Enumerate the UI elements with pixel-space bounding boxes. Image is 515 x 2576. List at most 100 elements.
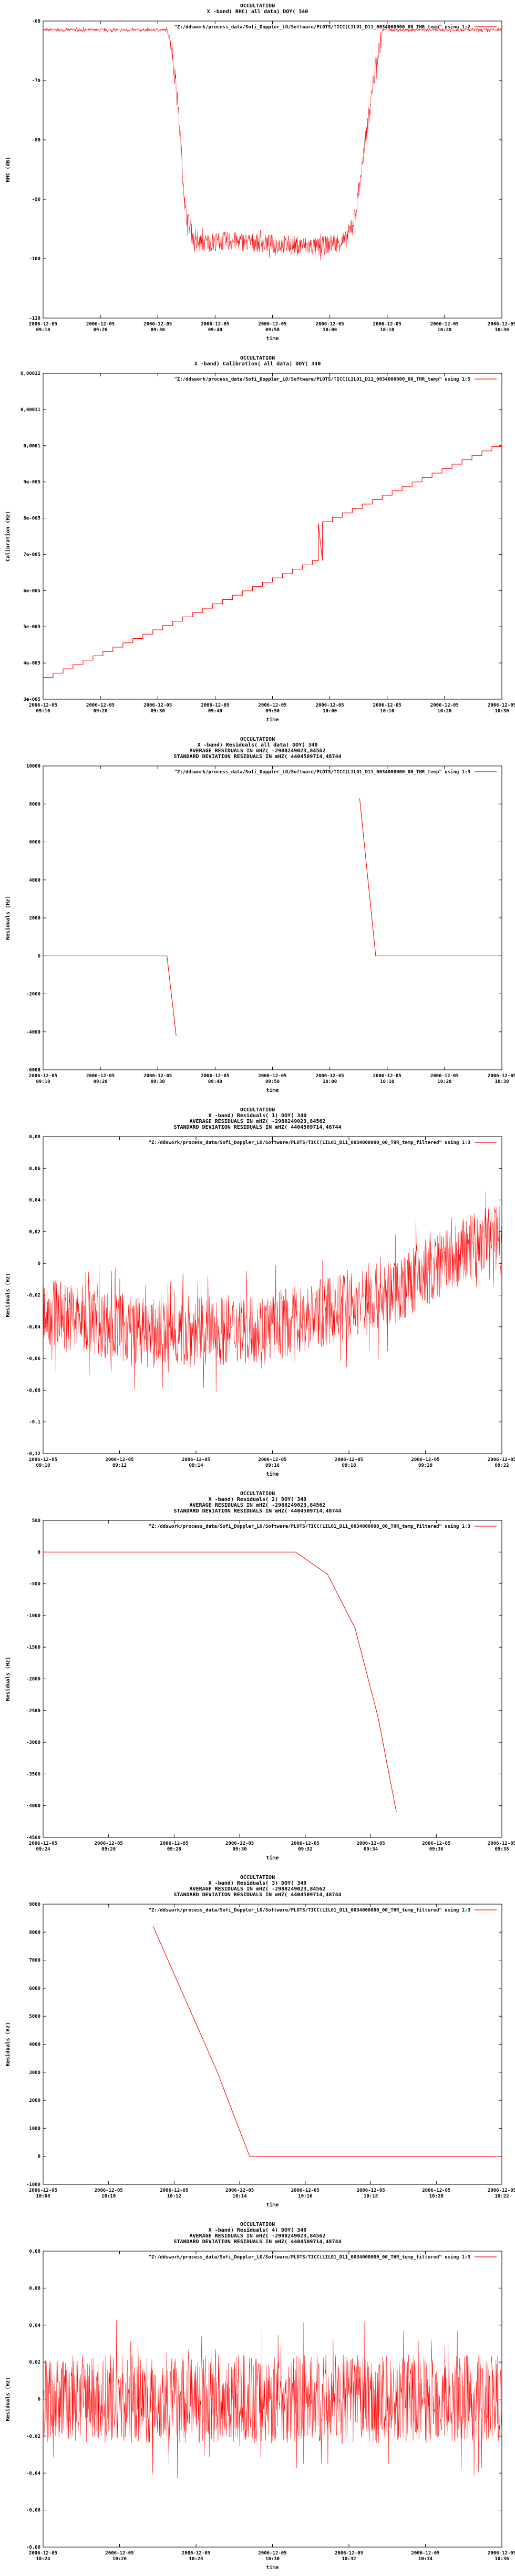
chart-title: OCCULTATION xyxy=(240,3,275,9)
series-line xyxy=(43,27,502,260)
y-tick-label: 0,08 xyxy=(29,2249,40,2254)
y-tick-label: 0 xyxy=(38,1261,40,1266)
x-tick-label: 10:10 xyxy=(380,328,394,333)
x-tick-label: 10:20 xyxy=(437,1079,451,1085)
y-tick-label: -0,06 xyxy=(26,2508,40,2513)
x-tick-label: 2006-12-05 xyxy=(430,703,459,708)
y-tick-label: 500 xyxy=(32,1518,40,1524)
y-tick-label: 8000 xyxy=(29,802,40,807)
plot-frame xyxy=(43,1904,502,2185)
x-tick-label: 10:28 xyxy=(189,2557,203,2562)
y-tick-label: -2000 xyxy=(26,1677,40,1682)
x-tick-label: 2006-12-05 xyxy=(411,1457,439,1463)
x-tick-label: 2006-12-05 xyxy=(29,1841,57,1846)
chart-subtitle: AVERAGE RESIDUALS IN mHZ( -2988249023,84… xyxy=(190,2233,326,2239)
x-tick-label: 2006-12-05 xyxy=(411,2551,439,2556)
y-tick-label: 1000 xyxy=(29,2126,40,2131)
x-tick-label: 10:10 xyxy=(101,2194,116,2199)
chart-subtitle: X -band) Residuals( 4) DOY( 340 xyxy=(209,2227,307,2233)
y-tick-label: -0,08 xyxy=(26,2545,40,2550)
chart-title: OCCULTATION xyxy=(240,2222,275,2227)
chart-subtitle: AVERAGE RESIDUALS IN mHZ( -2988249023,84… xyxy=(190,1502,326,1508)
y-tick-label: 6000 xyxy=(29,840,40,845)
series-line-1 xyxy=(43,955,177,1036)
legend-label: "Z:/ddswork/process_data/Sofi_Doppler_LO… xyxy=(174,769,470,775)
y-axis-label: Residuals (Hz) xyxy=(5,2022,11,2066)
x-tick-label: 10:20 xyxy=(429,2194,444,2199)
x-tick-label: 10:26 xyxy=(112,2557,127,2562)
chart-title: OCCULTATION xyxy=(240,1491,275,1497)
y-tick-label: 5000 xyxy=(29,2014,40,2019)
x-tick-label: 2006-12-05 xyxy=(95,2188,123,2193)
x-tick-label: 2006-12-05 xyxy=(182,2551,210,2556)
x-tick-label: 2006-12-05 xyxy=(29,1457,57,1463)
chart-title: OCCULTATION xyxy=(240,737,275,742)
x-tick-label: 2006-12-05 xyxy=(488,322,515,327)
chart-subtitle: X -band) Residuals( all data) DOY( 340 xyxy=(198,742,318,748)
y-tick-label: -70 xyxy=(32,78,40,84)
x-tick-label: 09:14 xyxy=(189,1463,203,1468)
y-tick-label: 0,06 xyxy=(29,2286,40,2291)
x-tick-label: 2006-12-05 xyxy=(316,322,344,327)
chart-title: OCCULTATION xyxy=(240,1107,275,1113)
y-tick-label: 3e-005 xyxy=(23,697,40,702)
x-tick-label: 09:20 xyxy=(94,709,108,714)
chart-subtitle: STANDARD DEVIATION RESIDUALS IN mHZ( 440… xyxy=(173,1125,341,1130)
x-tick-label: 09:10 xyxy=(36,709,50,714)
y-axis-label: Residuals (Hz) xyxy=(5,1657,11,1701)
x-tick-label: 09:22 xyxy=(495,1463,509,1468)
y-axis-label: Residuals (Hz) xyxy=(5,1273,11,1317)
x-tick-label: 2006-12-05 xyxy=(201,322,229,327)
y-tick-label: 3000 xyxy=(29,2070,40,2076)
x-axis-label: time xyxy=(266,2202,279,2208)
y-tick-label: -2000 xyxy=(26,992,40,997)
x-tick-label: 09:10 xyxy=(36,328,50,333)
x-tick-label: 2006-12-05 xyxy=(430,322,459,327)
x-tick-label: 10:30 xyxy=(495,1079,509,1085)
x-tick-label: 2006-12-05 xyxy=(488,1457,515,1463)
series-line xyxy=(43,1191,502,1393)
x-tick-label: 2006-12-05 xyxy=(488,1841,515,1846)
y-tick-label: 4000 xyxy=(29,2042,40,2048)
y-tick-label: 0 xyxy=(38,1550,40,1555)
x-tick-label: 2006-12-05 xyxy=(95,1841,123,1846)
x-tick-label: 2006-12-05 xyxy=(160,2188,188,2193)
legend-label: "Z:/ddswork/process_data/Sofi_Doppler_LO… xyxy=(149,1140,470,1146)
x-tick-label: 09:40 xyxy=(208,328,222,333)
x-axis-label: time xyxy=(266,335,279,342)
chart-subtitle: AVERAGE RESIDUALS IN mHZ( -2988249023,84… xyxy=(190,1886,326,1892)
x-tick-label: 2006-12-05 xyxy=(335,2551,363,2556)
x-tick-label: 10:16 xyxy=(298,2194,312,2199)
y-axis-label: Residuals (Hz) xyxy=(5,2377,11,2421)
x-axis-label: time xyxy=(266,1087,279,1093)
x-tick-label: 2006-12-05 xyxy=(29,2551,57,2556)
x-tick-label: 2006-12-05 xyxy=(182,1457,210,1463)
chart-subtitle: AVERAGE RESIDUALS IN mHZ( -2988249023,84… xyxy=(190,748,326,754)
y-tick-label: 0,06 xyxy=(29,1166,40,1171)
x-axis-label: time xyxy=(266,1855,279,1861)
x-tick-label: 10:22 xyxy=(495,2194,509,2199)
chart-subtitle: X -band) Residuals( 3) DOY( 340 xyxy=(209,1880,307,1886)
x-tick-label: 2006-12-05 xyxy=(86,322,115,327)
plot-frame xyxy=(43,1520,502,1838)
x-tick-label: 09:30 xyxy=(151,1079,165,1085)
y-tick-label: -1000 xyxy=(26,1613,40,1619)
y-tick-label: -80 xyxy=(32,138,40,143)
y-tick-label: 9000 xyxy=(29,1902,40,1907)
x-tick-label: 2006-12-05 xyxy=(258,322,286,327)
x-tick-label: 2006-12-05 xyxy=(356,1841,385,1846)
x-tick-label: 2006-12-05 xyxy=(316,703,344,708)
x-tick-label: 2006-12-05 xyxy=(488,703,515,708)
x-tick-label: 2006-12-05 xyxy=(201,1074,229,1079)
x-tick-label: 2006-12-05 xyxy=(422,2188,450,2193)
y-tick-label: 4000 xyxy=(29,878,40,883)
x-tick-label: 2006-12-05 xyxy=(143,1074,172,1079)
y-tick-label: 0,04 xyxy=(29,1198,40,1203)
y-tick-label: 6e-005 xyxy=(23,588,40,594)
x-axis-label: time xyxy=(266,717,279,723)
y-tick-label: 10000 xyxy=(26,764,40,769)
chart-subtitle: STANDARD DEVIATION RESIDUALS IN mHZ( 440… xyxy=(173,1892,341,1898)
x-tick-label: 2006-12-05 xyxy=(316,1074,344,1079)
